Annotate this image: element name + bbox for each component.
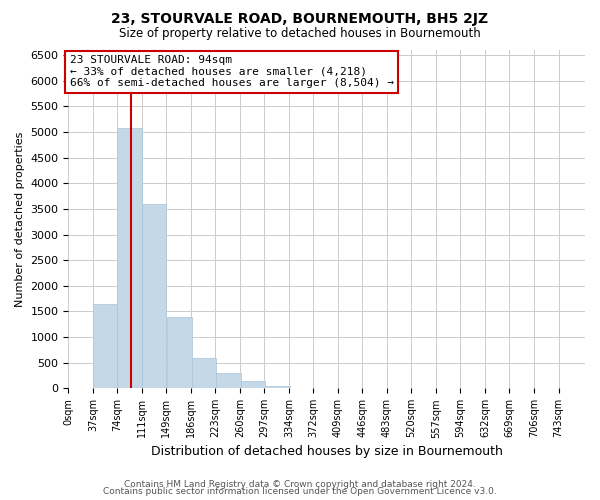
Text: Size of property relative to detached houses in Bournemouth: Size of property relative to detached ho… [119,28,481,40]
Bar [265,386,290,388]
Bar [167,317,191,388]
Bar [118,128,142,388]
Text: 23, STOURVALE ROAD, BOURNEMOUTH, BH5 2JZ: 23, STOURVALE ROAD, BOURNEMOUTH, BH5 2JZ [112,12,488,26]
X-axis label: Distribution of detached houses by size in Bournemouth: Distribution of detached houses by size … [151,444,503,458]
Bar [191,358,216,388]
Text: Contains public sector information licensed under the Open Government Licence v3: Contains public sector information licen… [103,488,497,496]
Bar [93,304,118,388]
Bar [216,373,241,388]
Text: Contains HM Land Registry data © Crown copyright and database right 2024.: Contains HM Land Registry data © Crown c… [124,480,476,489]
Y-axis label: Number of detached properties: Number of detached properties [15,132,25,307]
Text: 23 STOURVALE ROAD: 94sqm
← 33% of detached houses are smaller (4,218)
66% of sem: 23 STOURVALE ROAD: 94sqm ← 33% of detach… [70,55,394,88]
Bar [142,204,166,388]
Bar [241,380,265,388]
